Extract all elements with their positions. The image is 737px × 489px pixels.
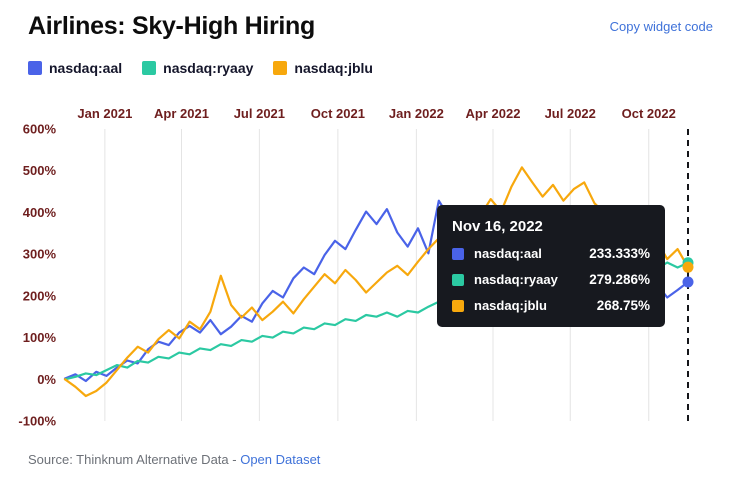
chart-legend: nasdaq:aal nasdaq:ryaay nasdaq:jblu — [28, 60, 373, 76]
chart-area: Jan 2021 Apr 2021 Jul 2021 Oct 2021 Jan 2022… — [0, 95, 737, 440]
legend-swatch — [142, 61, 157, 75]
tooltip-series-label: nasdaq:jblu — [474, 298, 547, 313]
x-tick-label: Jan 2022 — [389, 106, 444, 121]
tooltip-swatch — [452, 299, 464, 312]
tooltip-row: nasdaq:ryaay 279.286% — [452, 272, 650, 287]
copy-widget-code-link[interactable]: Copy widget code — [609, 19, 713, 34]
legend-label: nasdaq:ryaay — [163, 60, 254, 76]
y-tick-label: 200% — [23, 288, 57, 303]
legend-label: nasdaq:aal — [49, 60, 123, 76]
x-tick-label: Apr 2021 — [154, 106, 209, 121]
legend-label: nasdaq:jblu — [294, 60, 373, 76]
y-tick-label: 300% — [23, 247, 57, 262]
x-tick-label: Oct 2021 — [311, 106, 365, 121]
open-dataset-link[interactable]: Open Dataset — [240, 452, 321, 467]
tooltip-swatch — [452, 273, 464, 286]
y-tick-label: -100% — [18, 414, 56, 429]
x-tick-label: Jul 2022 — [545, 106, 596, 121]
y-tick-label: 100% — [23, 330, 57, 345]
source-text: Source: Thinknum Alternative Data - — [28, 452, 241, 467]
series-end-dot-nasdaq-jblu — [682, 261, 694, 273]
x-tick-label: Jan 2021 — [77, 106, 132, 121]
tooltip-row: nasdaq:jblu 268.75% — [452, 298, 650, 313]
y-tick-label: 400% — [23, 205, 57, 220]
series-line-nasdaq-jblu — [63, 166, 690, 398]
widget-header: Airlines: Sky-High Hiring Copy widget co… — [28, 12, 713, 41]
legend-swatch — [28, 61, 42, 75]
tooltip-series-value: 233.333% — [589, 246, 650, 261]
page-title: Airlines: Sky-High Hiring — [28, 12, 315, 40]
tooltip-date: Nov 16, 2022 — [452, 218, 543, 235]
tooltip-swatch — [452, 247, 464, 260]
legend-swatch — [273, 61, 288, 75]
y-tick-label: 600% — [23, 122, 57, 137]
chart-tooltip: Nov 16, 2022 nasdaq:aal 233.333% nasdaq:ry… — [437, 205, 665, 327]
tooltip-rows: nasdaq:aal 233.333% nasdaq:ryaay 279.286% na… — [452, 246, 650, 313]
tooltip-series-value: 279.286% — [589, 272, 650, 287]
tooltip-series-label: nasdaq:ryaay — [474, 272, 558, 287]
tooltip-series-label: nasdaq:aal — [474, 246, 542, 261]
x-tick-label: Oct 2022 — [622, 106, 676, 121]
x-tick-label: Apr 2022 — [466, 106, 521, 121]
tooltip-series-value: 268.75% — [596, 298, 650, 313]
legend-item-nasdaq-ryaay[interactable]: nasdaq:ryaay — [142, 60, 253, 76]
legend-item-nasdaq-jblu[interactable]: nasdaq:jblu — [273, 60, 373, 76]
x-tick-label: Jul 2021 — [234, 106, 285, 121]
tooltip-row: nasdaq:aal 233.333% — [452, 246, 650, 261]
y-tick-label: 0% — [37, 372, 56, 387]
y-tick-label: 500% — [23, 163, 57, 178]
legend-item-nasdaq-aal[interactable]: nasdaq:aal — [28, 60, 122, 76]
series-end-dot-nasdaq-aal — [682, 276, 694, 288]
source-attribution: Source: Thinknum Alternative Data - Open… — [28, 452, 320, 467]
